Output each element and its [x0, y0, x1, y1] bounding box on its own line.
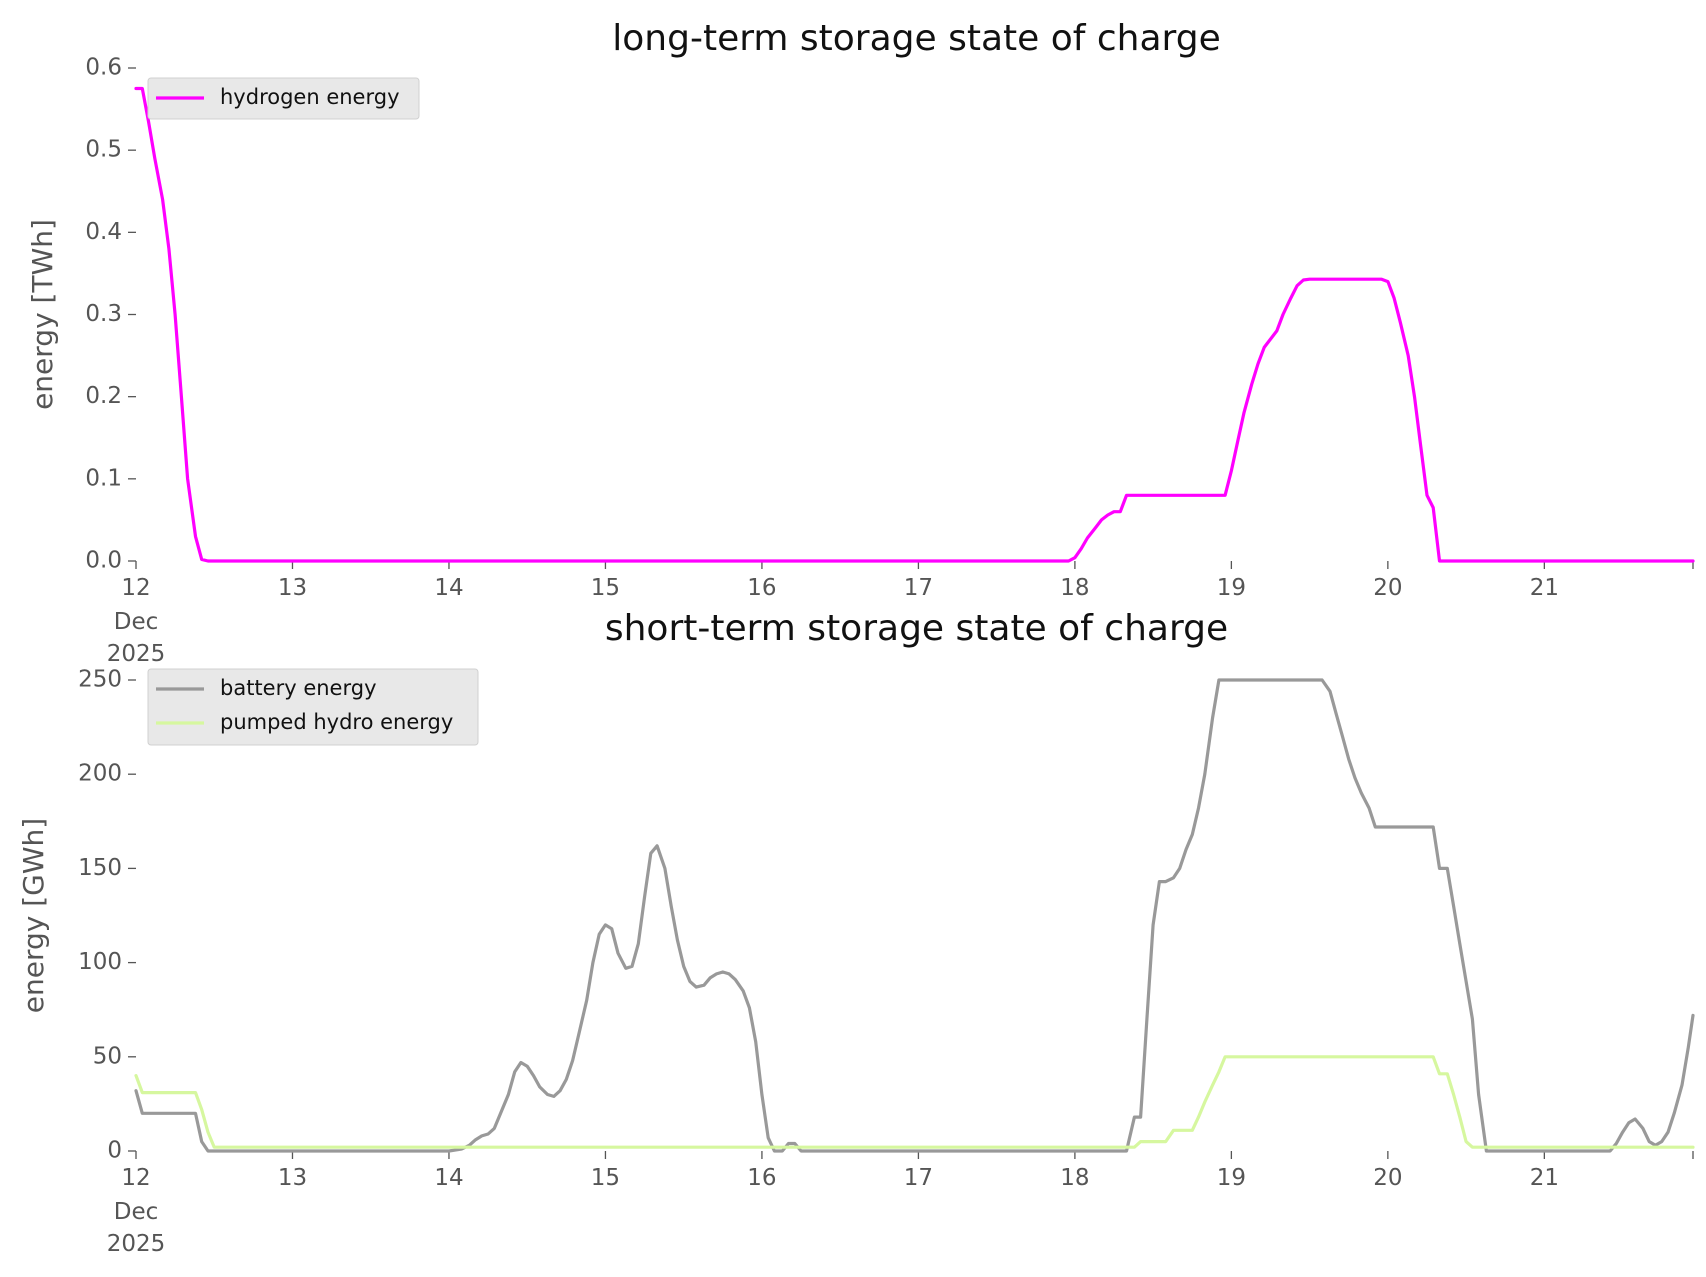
x-tick-label: 14 — [434, 575, 463, 601]
y-tick-label: 0 — [107, 1138, 122, 1164]
y-axis-label: energy [TWh] — [26, 219, 59, 410]
series-line-hydrogen-energy — [134, 86, 1695, 563]
x-tick-label: 15 — [591, 575, 620, 601]
x-tick-sublabel: 2025 — [107, 641, 166, 667]
x-tick-label: 16 — [747, 1165, 776, 1191]
x-tick-label: 13 — [278, 1165, 307, 1191]
y-tick-label: 50 — [93, 1043, 122, 1069]
x-tick-sublabel: 2025 — [107, 1231, 166, 1257]
y-tick-label: 0.3 — [85, 301, 122, 327]
x-tick-label: 20 — [1373, 575, 1402, 601]
x-tick-label: 20 — [1373, 1165, 1402, 1191]
legend-label: hydrogen energy — [220, 85, 400, 109]
y-tick-label: 0.1 — [85, 465, 122, 491]
y-tick-label: 0.6 — [85, 55, 122, 81]
y-tick-label: 0.2 — [85, 383, 122, 409]
series-line-battery-energy — [134, 678, 1695, 1153]
x-tick-label: 16 — [747, 575, 776, 601]
x-tick-label: 19 — [1217, 1165, 1246, 1191]
x-tick-label: 21 — [1530, 1165, 1559, 1191]
x-tick-sublabel: Dec — [114, 1199, 159, 1225]
y-tick-label: 200 — [78, 761, 122, 787]
x-tick-label: 13 — [278, 575, 307, 601]
x-tick-label: 17 — [904, 1165, 933, 1191]
x-tick-label: 12 — [121, 575, 150, 601]
y-tick-label: 0.5 — [85, 137, 122, 163]
x-tick-label: 12 — [121, 1165, 150, 1191]
series-line-pumped-hydro-energy — [134, 1055, 1695, 1149]
long-term-storage-chart: long-term storage state of charge energy … — [26, 18, 1695, 667]
y-tick-label: 150 — [78, 855, 122, 881]
chart-title: long-term storage state of charge — [612, 18, 1220, 59]
legend-label: pumped hydro energy — [220, 710, 453, 734]
chart-title: short-term storage state of charge — [605, 608, 1228, 649]
legend-box — [147, 77, 420, 120]
y-tick-label: 0.0 — [85, 548, 122, 574]
x-tick-sublabel: Dec — [114, 609, 159, 635]
y-tick-label: 250 — [78, 667, 122, 693]
x-tick-label: 18 — [1060, 1165, 1089, 1191]
legend-box — [147, 668, 479, 746]
x-tick-label: 14 — [434, 1165, 463, 1191]
legend: hydrogen energy — [147, 77, 420, 120]
short-term-storage-chart: short-term storage state of charge energy… — [17, 608, 1695, 1257]
x-tick-label: 19 — [1217, 575, 1246, 601]
legend: battery energy pumped hydro energy — [147, 668, 479, 746]
legend-label: battery energy — [220, 676, 377, 700]
x-tick-label: 18 — [1060, 575, 1089, 601]
y-tick-label: 100 — [78, 949, 122, 975]
y-tick-label: 0.4 — [85, 219, 122, 245]
x-tick-label: 17 — [904, 575, 933, 601]
y-axis-label: energy [GWh] — [17, 818, 50, 1013]
x-tick-label: 21 — [1530, 575, 1559, 601]
x-tick-label: 15 — [591, 1165, 620, 1191]
